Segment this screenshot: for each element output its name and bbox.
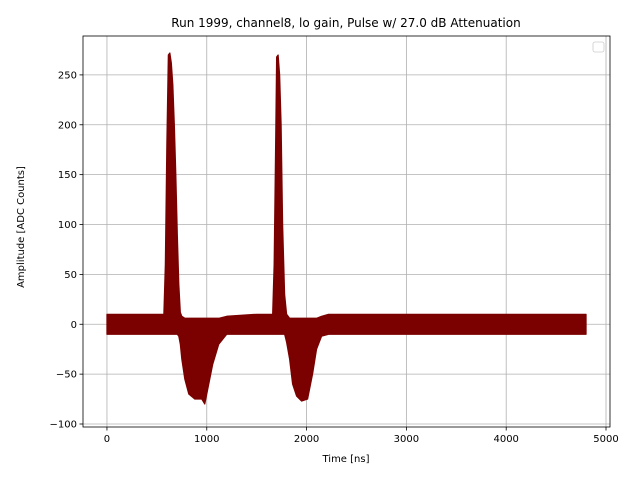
x-tick-label: 1000 (194, 434, 219, 445)
legend-box (592, 41, 605, 53)
y-tick-label: 250 (58, 70, 77, 81)
legend (592, 41, 605, 53)
x-tick-label: 2000 (294, 434, 319, 445)
y-tick-label: −100 (50, 420, 77, 431)
y-tick-label: 200 (58, 120, 77, 131)
y-tick-label: 0 (71, 320, 77, 331)
plot-area: 0 1000 2000 3000 4000 5000 −100 −50 0 50 100 150 200… (50, 35, 619, 445)
data-series (106, 52, 587, 405)
x-tick-label: 0 (104, 434, 110, 445)
chart-title: Run 1999, channel8, lo gain, Pulse w/ 27… (171, 16, 520, 30)
series-0-baseline-band (106, 318, 587, 333)
y-axis-label: Amplitude [ADC Counts] (16, 166, 27, 288)
y-tick-label: 50 (64, 270, 77, 281)
x-tick-label: 4000 (493, 434, 518, 445)
y-tick-label: −50 (56, 370, 77, 381)
y-tick-label: 100 (58, 220, 77, 231)
axes-frame (82, 35, 611, 428)
x-axis-label: Time [ns] (321, 454, 369, 465)
x-tick-label: 3000 (394, 434, 419, 445)
x-tick-label: 5000 (593, 434, 618, 445)
axis-ticks: 0 1000 2000 3000 4000 5000 −100 −50 0 50 100 150 200… (50, 70, 619, 445)
y-tick-label: 150 (58, 170, 77, 181)
